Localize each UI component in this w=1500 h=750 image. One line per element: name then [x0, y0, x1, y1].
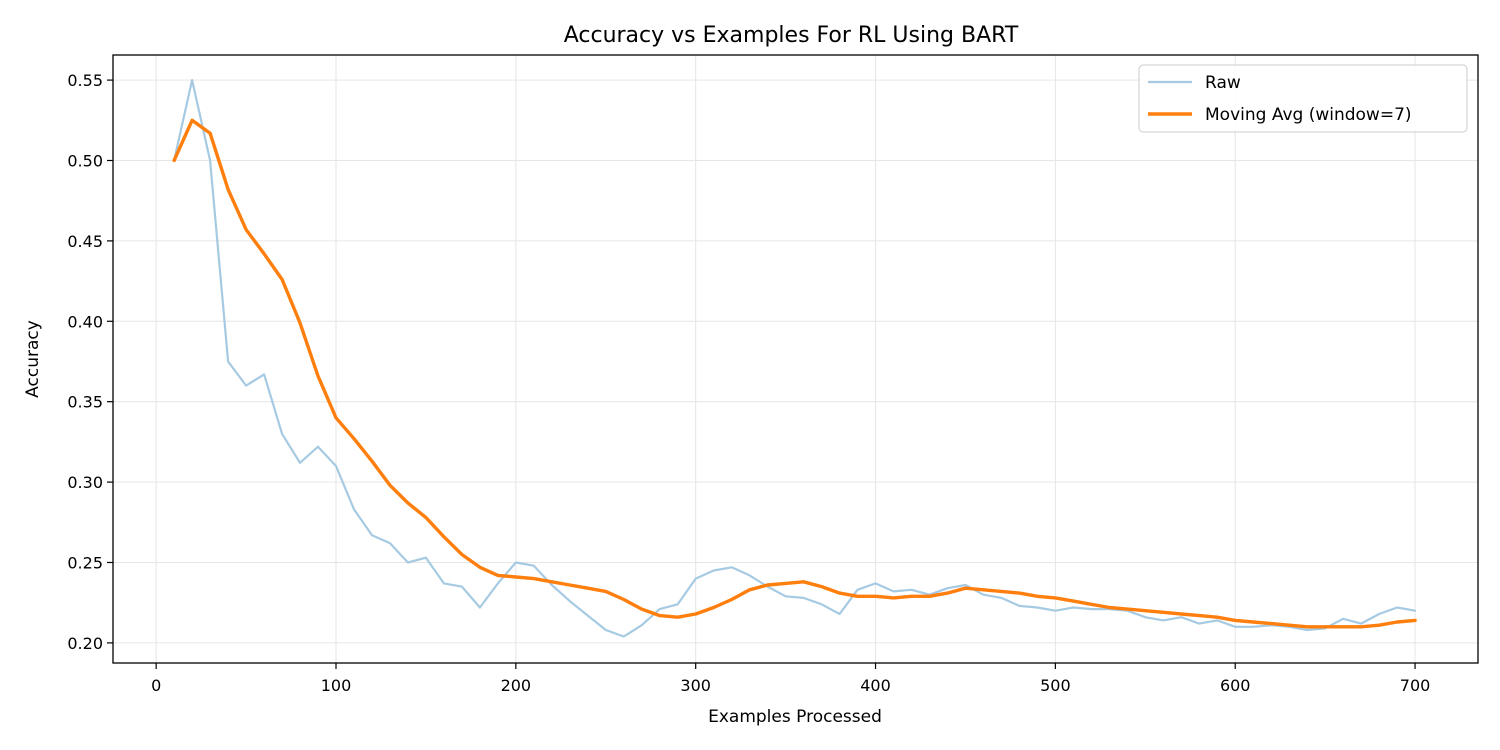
y-tick-label: 0.55 — [67, 71, 103, 90]
legend-moving-avg-label: Moving Avg (window=7) — [1205, 105, 1412, 125]
y-tick-label: 0.30 — [67, 473, 103, 492]
series-lines — [172, 78, 1417, 638]
x-tick-label: 700 — [1400, 676, 1431, 695]
x-tick-label: 400 — [860, 676, 891, 695]
y-tick-label: 0.35 — [67, 393, 103, 412]
y-tick-label: 0.20 — [67, 634, 103, 653]
y-tick-label: 0.40 — [67, 312, 103, 331]
x-axis-label: Examples Processed — [708, 707, 882, 727]
x-tick-label: 100 — [321, 676, 352, 695]
x-tick-label: 0 — [151, 676, 161, 695]
x-tick-label: 600 — [1220, 676, 1251, 695]
y-tick-label: 0.45 — [67, 232, 103, 251]
plot-area-frame — [112, 54, 1479, 664]
grid — [113, 55, 1478, 663]
x-tick-label: 200 — [501, 676, 532, 695]
y-axis-label: Accuracy — [23, 320, 43, 398]
y-tick-label: 0.25 — [67, 553, 103, 572]
legend-box — [1138, 64, 1468, 133]
axis-ticks: 0 100 200 300 400 500 600 700 0.20 0.25 0.30 0.35 0.… — [67, 71, 1430, 695]
y-tick-label: 0.50 — [67, 151, 103, 170]
x-tick-label: 300 — [680, 676, 711, 695]
legend: Raw Moving Avg (window=7) — [1138, 64, 1468, 133]
chart-title: Accuracy vs Examples For RL Using BART — [564, 23, 1019, 48]
moving-avg-series-line — [172, 118, 1417, 629]
legend-raw-label: Raw — [1205, 73, 1241, 93]
raw-series-line — [173, 78, 1417, 638]
x-tick-label: 500 — [1040, 676, 1071, 695]
